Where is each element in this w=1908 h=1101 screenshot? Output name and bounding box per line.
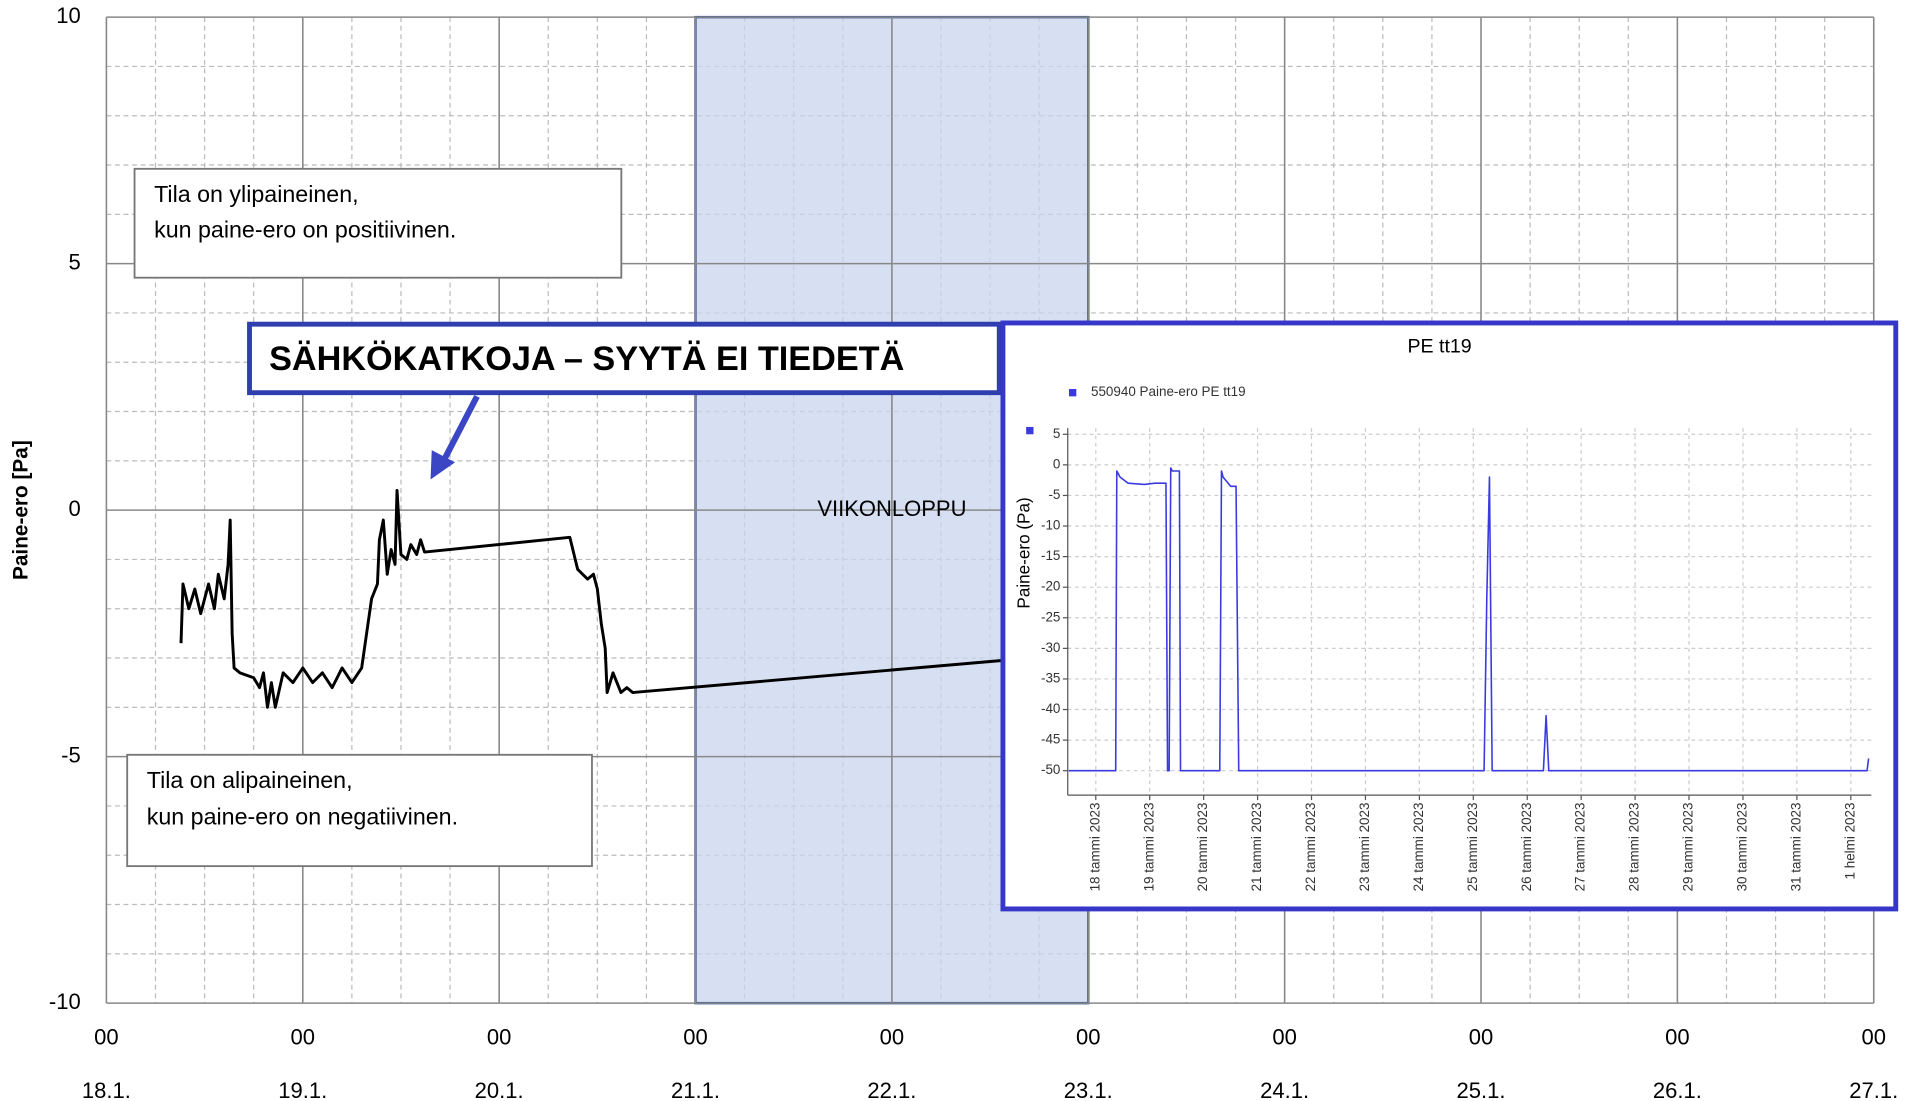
x-tick-label: 27.1. [1849,1078,1898,1101]
x-tick-time: 00 [683,1024,707,1049]
x-tick-label: 25.1. [1457,1078,1506,1101]
x-tick-label: 20.1. [475,1078,524,1101]
callout-text: SÄHKÖKATKOJA – SYYTÄ EI TIEDETÄ [269,339,904,378]
series-line [1068,467,1870,772]
x-tick-label: 23.1. [1064,1078,1113,1101]
y-tick-label: -50 [1041,762,1060,777]
x-tick-time: 00 [291,1024,315,1049]
x-tick-label: 21 tammi 2023 [1249,803,1264,892]
y-tick-label: -20 [1041,579,1060,594]
y-tick-label: 5 [1053,426,1060,441]
x-tick-label: 31 tammi 2023 [1788,803,1803,892]
x-tick-label: 27 tammi 2023 [1573,803,1588,892]
y-axis-label: Paine-ero [Pa] [10,440,33,580]
x-tick-label: 23 tammi 2023 [1357,803,1372,892]
y-tick-label: -35 [1041,670,1060,685]
y-tick-label: -10 [49,989,81,1014]
x-tick-label: 29 tammi 2023 [1681,803,1696,892]
x-tick-time: 00 [1665,1024,1689,1049]
y-tick-label: -25 [1041,609,1060,624]
callout-arrow [440,394,480,464]
y-tick-label: -5 [61,742,81,767]
x-tick-time: 00 [1469,1024,1493,1049]
x-tick-label: 18.1. [82,1078,131,1101]
y-tick-label: 10 [56,3,80,28]
note-text: kun paine-ero on positiivinen. [154,216,456,242]
note-text: Tila on alipaineinen, [147,767,353,793]
x-tick-time: 00 [487,1024,511,1049]
series-line [179,488,1002,709]
x-tick-label: 22 tammi 2023 [1303,803,1318,892]
x-tick-label: 1 helmi 2023 [1842,803,1857,880]
y-tick-label: -15 [1041,548,1060,563]
x-tick-label: 19.1. [278,1078,327,1101]
x-tick-label: 20 tammi 2023 [1195,803,1210,892]
y-axis-label: Paine-ero (Pa) [1014,497,1033,608]
y-tick-label: -40 [1041,701,1060,716]
y-tick-label: -30 [1041,640,1060,655]
note-text: Tila on ylipaineinen, [154,181,358,207]
x-tick-label: 28 tammi 2023 [1627,803,1642,892]
legend-label: 550940 Paine-ero PE tt19 [1091,384,1246,399]
x-tick-time: 00 [1272,1024,1296,1049]
y-tick-label: 5 [68,249,80,274]
x-tick-time: 00 [1862,1024,1886,1049]
y-tick-label: -10 [1041,518,1060,533]
legend-swatch [1026,426,1034,435]
x-tick-time: 00 [94,1024,118,1049]
x-tick-label: 24 tammi 2023 [1411,803,1426,892]
x-tick-time: 00 [880,1024,904,1049]
legend-swatch [1068,389,1077,397]
callout-box [247,321,1002,396]
inset-frame [1000,320,1899,912]
note-text: kun paine-ero on negatiivinen. [147,804,458,830]
x-tick-time: 00 [1076,1024,1100,1049]
x-tick-label: 26.1. [1653,1078,1702,1101]
x-tick-label: 26 tammi 2023 [1519,803,1534,892]
callout-arrowhead [430,450,455,480]
note-box [133,167,623,279]
x-tick-label: 19 tammi 2023 [1141,803,1156,892]
x-tick-label: 25 tammi 2023 [1465,803,1480,892]
x-tick-label: 22.1. [867,1078,916,1101]
x-tick-label: 18 tammi 2023 [1087,803,1102,892]
y-tick-label: 0 [1053,456,1060,471]
note-box [126,753,593,868]
y-tick-label: 0 [68,496,80,521]
x-tick-label: 30 tammi 2023 [1735,803,1750,892]
inset-title: PE tt19 [1407,336,1471,358]
x-tick-label: 21.1. [671,1078,720,1101]
y-tick-label: -45 [1041,732,1060,747]
weekend-label: VIIKONLOPPU [817,496,966,521]
x-tick-label: 24.1. [1260,1078,1309,1101]
y-tick-label: -5 [1048,487,1060,502]
